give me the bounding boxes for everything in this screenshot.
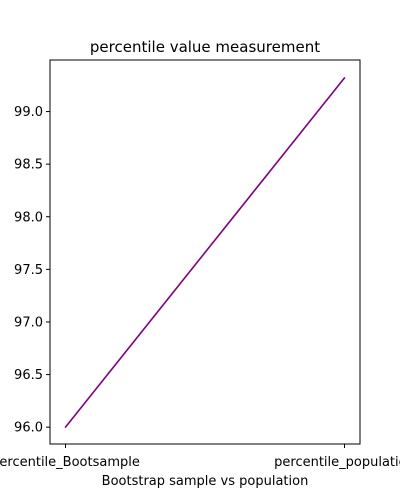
x-tick-label: percentile_population: [274, 455, 400, 470]
y-tick-label: 96.5: [14, 368, 43, 383]
y-tick-label: 99.0: [14, 105, 43, 120]
chart-title: percentile value measurement: [90, 38, 320, 56]
y-tick-label: 98.5: [14, 158, 43, 173]
x-tick-label: percentile_Bootsample: [0, 455, 140, 470]
y-tick-label: 97.5: [14, 263, 43, 278]
y-tick-label: 97.0: [14, 315, 43, 330]
y-tick-label: 98.0: [14, 210, 43, 225]
y-tick-label: 96.0: [14, 421, 43, 436]
x-axis-label: Bootstrap sample vs population: [102, 474, 309, 489]
